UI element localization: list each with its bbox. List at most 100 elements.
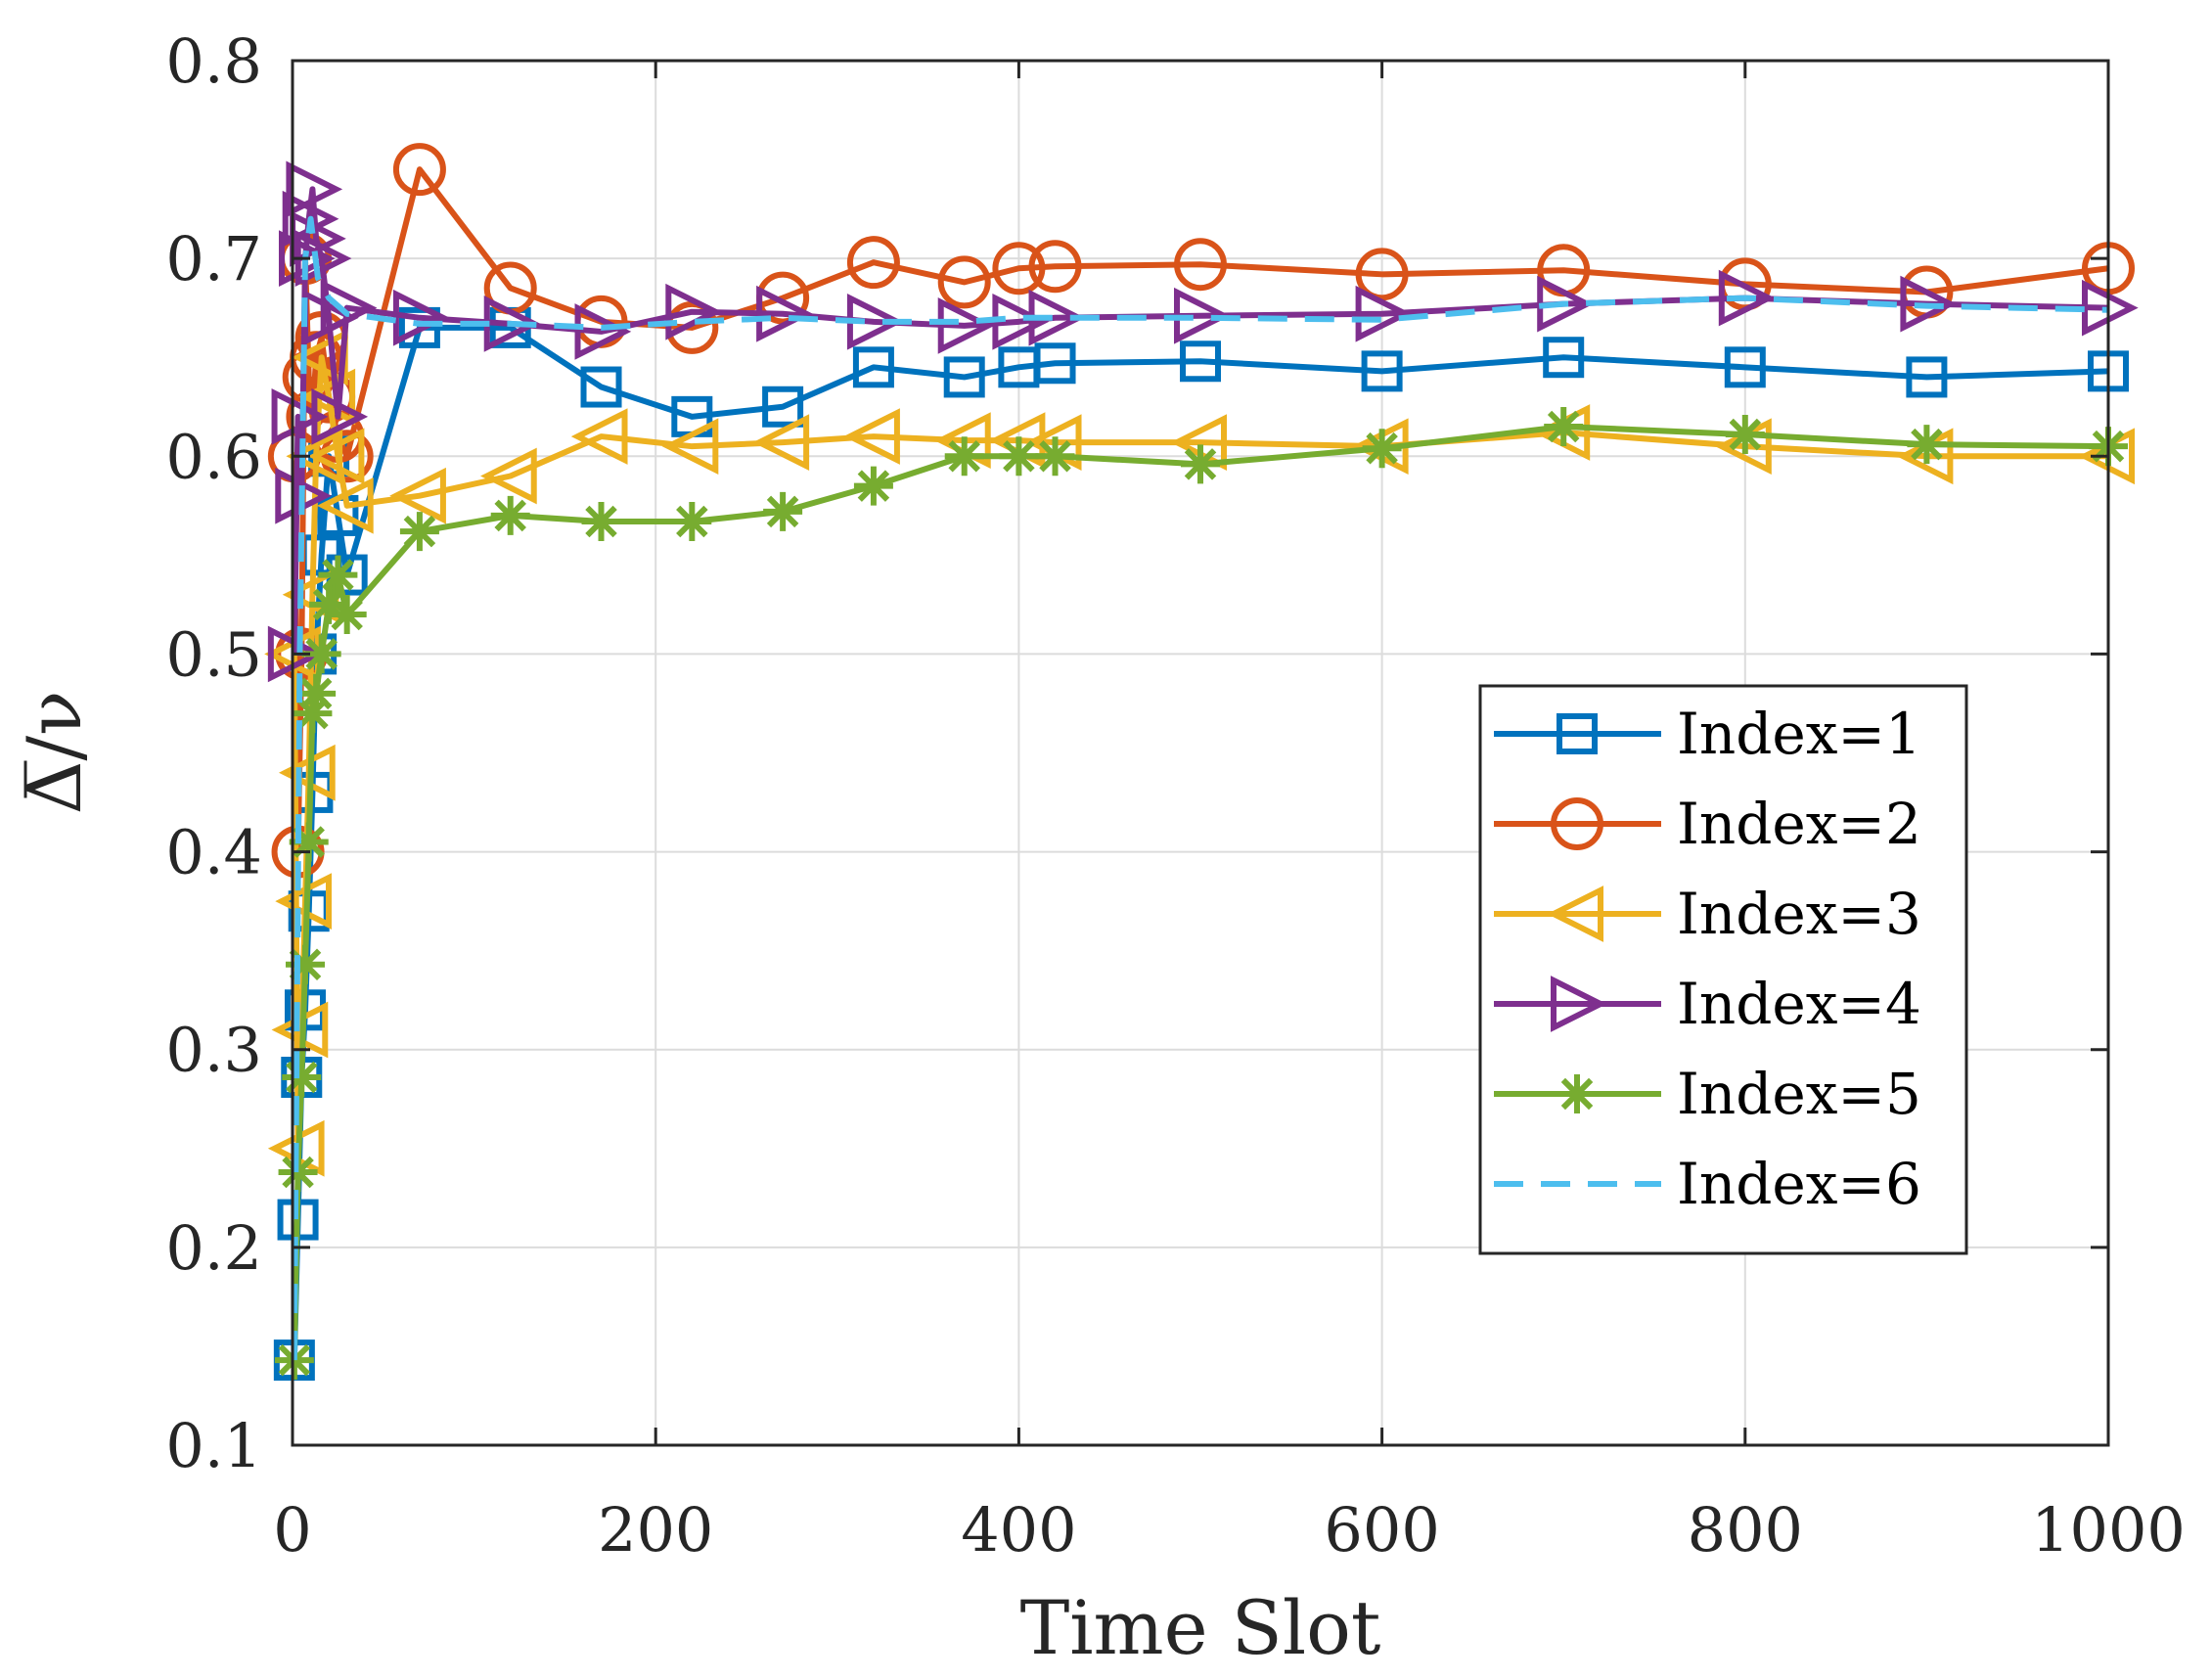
legend-label: Index=5 [1677,1061,1921,1127]
data-point [267,625,325,683]
data-point [661,418,719,476]
series-line [291,215,2109,1361]
data-point [399,512,439,552]
data-point [327,595,367,634]
data-point [389,467,446,524]
data-point [1355,248,1409,301]
y-tick-label: 0.1 [165,1410,262,1481]
data-point [274,1340,314,1381]
data-point [944,436,984,477]
legend-label: Index=1 [1677,701,1921,767]
data-point [852,346,894,388]
legend-label: Index=4 [1677,971,1921,1037]
y-tick-label: 0.7 [165,223,262,295]
data-point [846,236,900,290]
legend-item: Index=6 [1494,1151,1921,1217]
data-point [672,501,712,541]
data-point [1724,346,1766,388]
data-point [318,555,358,595]
y-tick-label: 0.8 [165,25,262,97]
y-tick-label: 0.4 [165,817,262,888]
data-point [298,368,356,426]
data-point [307,428,365,485]
data-point [309,584,349,624]
legend-box [1478,684,1968,1255]
x-tick-label: 400 [961,1494,1076,1566]
data-point [580,366,622,408]
x-tick-label: 1000 [2031,1494,2186,1566]
data-point [1180,341,1221,383]
data-point [286,160,343,218]
legend-marker [1557,713,1598,754]
legend-item: Index=5 [1494,1061,1921,1127]
data-point [581,501,621,541]
axis-ticks: 0 200 400 600 800 1000 0.1 0.2 0.3 0.4 0.5 0.6 0.7 0.… [165,25,2186,1566]
legend-marker [1551,797,1603,850]
data-point [937,255,991,309]
legend-marker [1547,885,1603,942]
data-point [1181,444,1220,484]
data-point [1907,425,1947,465]
data-point [1034,342,1076,385]
data-point [311,388,369,445]
data-point [286,428,343,485]
data-point [756,285,813,342]
data-point [320,430,374,483]
y-axis-title: Δ̅/ν [11,691,98,815]
data-point [943,356,985,398]
legend-marker [1557,1074,1597,1113]
data-point [1718,269,1776,327]
data-point [1725,415,1765,455]
y-tick-label: 0.2 [165,1212,262,1284]
data-point [763,491,803,531]
data-point [999,436,1039,477]
data-point [271,388,329,445]
series-index-6 [291,215,2109,1361]
y-tick-label: 0.3 [165,1015,262,1086]
legend: Index=1 Index=2 Index=3 Index=4 Index=5 Index… [1478,684,1968,1255]
data-point [1543,337,1585,379]
data-point [398,306,440,348]
data-point [1355,285,1413,342]
x-tick-label: 0 [273,1494,311,1566]
plot-frame [291,59,2110,1447]
series-layer [264,143,2139,1382]
data-point [289,822,329,862]
data-point [1035,436,1075,477]
legend-label: Index=2 [1677,791,1921,857]
x-tick-label: 800 [1688,1494,1803,1566]
data-point [1906,356,1948,398]
data-point [1544,406,1584,446]
y-tick-label: 0.6 [165,421,262,492]
legend-label: Index=3 [1677,881,1921,947]
y-tick-label: 0.5 [165,618,262,690]
legend-item: Index=3 [1494,881,1921,947]
legend-marker [1551,976,1607,1032]
data-point [392,143,446,197]
data-point [285,944,325,984]
data-point [1028,240,1082,294]
data-point [296,673,337,713]
data-point [1362,429,1402,469]
data-point [1900,275,1958,333]
series-line [291,423,2109,1361]
data-point [853,466,893,506]
data-point [1361,350,1403,392]
legend-item: Index=2 [1494,791,1921,857]
data-point [320,279,378,337]
data-point [843,408,900,465]
data-point [570,408,628,465]
x-tick-label: 600 [1324,1494,1439,1566]
data-point [665,283,723,341]
legend-item: Index=4 [1494,971,1921,1037]
x-tick-label: 200 [598,1494,713,1566]
data-point [1174,238,1227,292]
x-axis-title: Time Slot [1020,1584,1381,1671]
data-point [574,303,632,360]
data-point [316,477,374,534]
data-point [301,634,341,674]
data-point [937,297,995,354]
data-point [490,495,530,535]
data-point [293,694,333,734]
